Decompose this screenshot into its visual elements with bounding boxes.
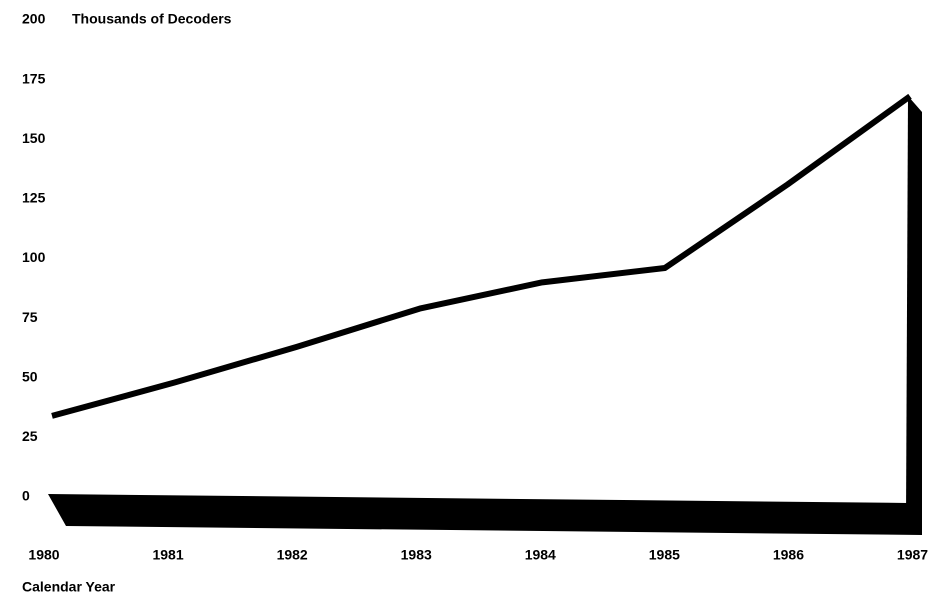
- y-tick-label: 150: [22, 130, 46, 146]
- floor-shading: [48, 494, 922, 535]
- x-tick-label: 1980: [28, 547, 59, 563]
- y-tick-label: 50: [22, 368, 38, 384]
- x-tick-label: 1981: [152, 547, 183, 563]
- y-axis-label: Thousands of Decoders: [72, 11, 232, 27]
- y-tick-label: 75: [22, 309, 38, 325]
- data-line: [51, 93, 912, 419]
- x-tick-label: 1985: [649, 547, 680, 563]
- y-tick-label: 175: [22, 70, 46, 86]
- x-axis-label: Calendar Year: [22, 579, 116, 595]
- x-tick-label: 1982: [277, 547, 308, 563]
- y-tick-label: 200: [22, 11, 46, 27]
- x-tick-label: 1984: [525, 547, 556, 563]
- y-tick-label: 25: [22, 428, 38, 444]
- y-tick-label: 100: [22, 249, 46, 265]
- x-tick-label: 1983: [401, 547, 432, 563]
- y-tick-label: 125: [22, 190, 46, 206]
- wall-shading: [906, 96, 922, 535]
- y-tick-label: 0: [22, 488, 30, 504]
- x-tick-label: 1987: [897, 547, 928, 563]
- x-tick-label: 1986: [773, 547, 804, 563]
